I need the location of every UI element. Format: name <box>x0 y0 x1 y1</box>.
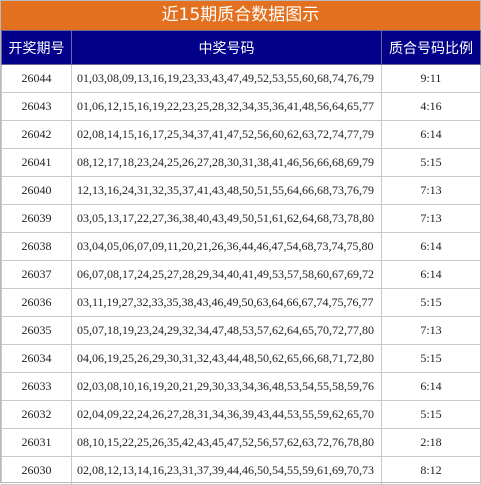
table-row: 26038 03,04,05,06,07,09,11,20,21,26,36,44… <box>1 232 481 261</box>
period-cell: 26040 <box>1 176 72 205</box>
table-row: 26044 01,03,08,09,13,16,19,23,33,43,47,49… <box>1 64 481 93</box>
numbers-cell: 03,05,13,17,22,27,36,38,40,43,49,50,51,6… <box>71 204 382 233</box>
period-cell: 26031 <box>1 428 72 457</box>
ratio-cell: 4:16 <box>381 92 481 121</box>
period-cell: 26030 <box>1 456 72 485</box>
numbers-cell: 08,10,15,22,25,26,35,42,43,45,47,52,56,5… <box>71 428 382 457</box>
ratio-cell: 6:14 <box>381 232 481 261</box>
numbers-cell: 03,04,05,06,07,09,11,20,21,26,36,44,46,4… <box>71 232 382 261</box>
numbers-cell: 06,07,08,17,24,25,27,28,29,34,40,41,49,5… <box>71 260 382 289</box>
numbers-cell: 02,04,09,22,24,26,27,28,31,34,36,39,43,4… <box>71 400 382 429</box>
period-cell: 26038 <box>1 232 72 261</box>
period-cell: 26032 <box>1 400 72 429</box>
ratio-cell: 5:15 <box>381 400 481 429</box>
period-cell: 26036 <box>1 288 72 317</box>
table-body: 26044 01,03,08,09,13,16,19,23,33,43,47,49… <box>1 64 481 485</box>
numbers-cell: 02,08,12,13,14,16,23,31,37,39,44,46,50,5… <box>71 456 382 485</box>
table-row: 26041 08,12,17,18,23,24,25,26,27,28,30,31… <box>1 148 481 177</box>
table-row: 26035 05,07,18,19,23,24,29,32,34,47,48,53… <box>1 316 481 345</box>
period-cell: 26041 <box>1 148 72 177</box>
header-ratio: 质合号码比例 <box>381 30 481 65</box>
header-numbers: 中奖号码 <box>71 30 382 65</box>
period-cell: 26033 <box>1 372 72 401</box>
ratio-cell: 2:18 <box>381 428 481 457</box>
panel-title: 近15期质合数据图示 <box>1 1 480 30</box>
table-row: 26040 12,13,16,24,31,32,35,37,41,43,48,50… <box>1 176 481 205</box>
table-row: 26033 02,03,08,10,16,19,20,21,29,30,33,34… <box>1 372 481 401</box>
numbers-cell: 08,12,17,18,23,24,25,26,27,28,30,31,38,4… <box>71 148 382 177</box>
ratio-cell: 7:13 <box>381 176 481 205</box>
period-cell: 26042 <box>1 120 72 149</box>
table-row: 26031 08,10,15,22,25,26,35,42,43,45,47,52… <box>1 428 481 457</box>
numbers-cell: 12,13,16,24,31,32,35,37,41,43,48,50,51,5… <box>71 176 382 205</box>
period-cell: 26035 <box>1 316 72 345</box>
ratio-cell: 6:14 <box>381 120 481 149</box>
numbers-cell: 02,03,08,10,16,19,20,21,29,30,33,34,36,4… <box>71 372 382 401</box>
numbers-cell: 01,06,12,15,16,19,22,23,25,28,32,34,35,3… <box>71 92 382 121</box>
results-table: 开奖期号 中奖号码 质合号码比例 26044 01,03,08,09,13,16,… <box>1 30 481 485</box>
numbers-cell: 05,07,18,19,23,24,29,32,34,47,48,53,57,6… <box>71 316 382 345</box>
table-row: 26030 02,08,12,13,14,16,23,31,37,39,44,46… <box>1 456 481 485</box>
table-row: 26039 03,05,13,17,22,27,36,38,40,43,49,50… <box>1 204 481 233</box>
ratio-cell: 7:13 <box>381 204 481 233</box>
ratio-cell: 6:14 <box>381 260 481 289</box>
ratio-cell: 5:15 <box>381 344 481 373</box>
ratio-cell: 5:15 <box>381 148 481 177</box>
header-period: 开奖期号 <box>1 30 72 65</box>
table-row: 26042 02,08,14,15,16,17,25,34,37,41,47,52… <box>1 120 481 149</box>
numbers-cell: 03,11,19,27,32,33,35,38,43,46,49,50,63,6… <box>71 288 382 317</box>
period-cell: 26037 <box>1 260 72 289</box>
numbers-cell: 01,03,08,09,13,16,19,23,33,43,47,49,52,5… <box>71 64 382 93</box>
table-row: 26032 02,04,09,22,24,26,27,28,31,34,36,39… <box>1 400 481 429</box>
period-cell: 26044 <box>1 64 72 93</box>
ratio-cell: 6:14 <box>381 372 481 401</box>
numbers-cell: 02,08,14,15,16,17,25,34,37,41,47,52,56,6… <box>71 120 382 149</box>
period-cell: 26034 <box>1 344 72 373</box>
table-row: 26037 06,07,08,17,24,25,27,28,29,34,40,41… <box>1 260 481 289</box>
period-cell: 26043 <box>1 92 72 121</box>
ratio-cell: 9:11 <box>381 64 481 93</box>
header-row: 开奖期号 中奖号码 质合号码比例 <box>1 30 481 65</box>
period-cell: 26039 <box>1 204 72 233</box>
table-row: 26043 01,06,12,15,16,19,22,23,25,28,32,34… <box>1 92 481 121</box>
table-row: 26034 04,06,19,25,26,29,30,31,32,43,44,48… <box>1 344 481 373</box>
ratio-cell: 5:15 <box>381 288 481 317</box>
table-row: 26036 03,11,19,27,32,33,35,38,43,46,49,50… <box>1 288 481 317</box>
ratio-cell: 8:12 <box>381 456 481 485</box>
ratio-cell: 7:13 <box>381 316 481 345</box>
numbers-cell: 04,06,19,25,26,29,30,31,32,43,44,48,50,6… <box>71 344 382 373</box>
